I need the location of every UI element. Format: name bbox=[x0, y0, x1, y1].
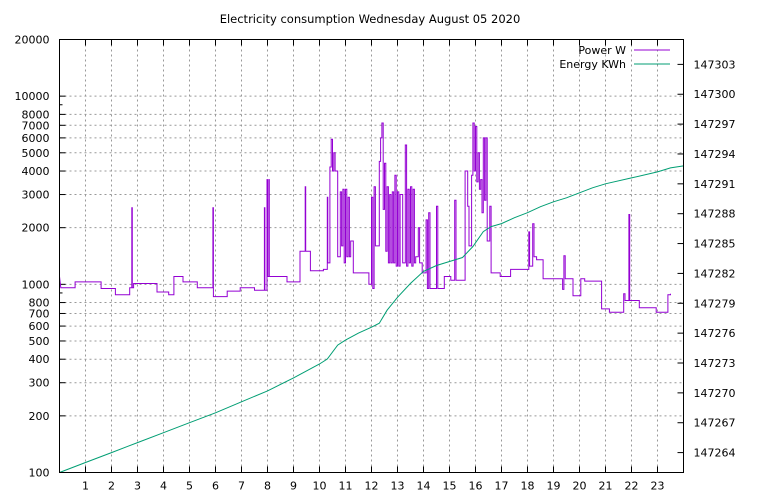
y-left-tick-label: 700 bbox=[29, 307, 50, 320]
x-tick-label: 8 bbox=[264, 480, 271, 493]
y-left-tick-label: 5000 bbox=[22, 147, 50, 160]
power-w-line bbox=[59, 122, 671, 313]
x-tick-label: 12 bbox=[365, 480, 379, 493]
y-left-tick-label: 300 bbox=[29, 377, 50, 390]
y-right-tick-label: 147300 bbox=[694, 88, 736, 101]
y-right-tick-label: 147279 bbox=[694, 297, 736, 310]
x-tick-label: 10 bbox=[313, 480, 327, 493]
y-right-tick-label: 147297 bbox=[694, 118, 736, 131]
y-right-tick-label: 147276 bbox=[694, 327, 736, 340]
y-right-tick-label: 147264 bbox=[694, 447, 736, 460]
y-right-tick-label: 147291 bbox=[694, 178, 736, 191]
y-left-tick-label: 6000 bbox=[22, 132, 50, 145]
x-tick-label: 9 bbox=[290, 480, 297, 493]
energy-kwh-line bbox=[59, 165, 684, 473]
x-tick-label: 15 bbox=[443, 480, 457, 493]
y-left-tick-label: 600 bbox=[29, 320, 50, 333]
axis-ticks: 1 2 3 4 5 6 7 8 9 10 11 12 13 14 15 16 17 18 19 20 21 22 23100… bbox=[15, 34, 736, 493]
legend-label: Energy KWh bbox=[559, 58, 626, 71]
y-left-tick-label: 8000 bbox=[22, 108, 50, 121]
x-tick-label: 17 bbox=[495, 480, 509, 493]
x-tick-label: 21 bbox=[599, 480, 613, 493]
x-tick-label: 18 bbox=[521, 480, 535, 493]
legend-label: Power W bbox=[578, 44, 626, 57]
y-right-tick-label: 147294 bbox=[694, 148, 736, 161]
y-left-tick-label: 7000 bbox=[22, 119, 50, 132]
grid bbox=[59, 39, 684, 473]
y-left-tick-label: 3000 bbox=[22, 189, 50, 202]
x-tick-label: 4 bbox=[160, 480, 167, 493]
y-right-tick-label: 147282 bbox=[694, 267, 736, 280]
y-left-tick-label: 2000 bbox=[22, 222, 50, 235]
x-tick-label: 3 bbox=[134, 480, 141, 493]
y-right-tick-label: 147285 bbox=[694, 238, 736, 251]
x-tick-label: 7 bbox=[238, 480, 245, 493]
y-left-tick-label: 800 bbox=[29, 297, 50, 310]
x-tick-label: 16 bbox=[469, 480, 483, 493]
x-tick-label: 6 bbox=[212, 480, 219, 493]
series-group bbox=[59, 122, 684, 473]
chart-title: Electricity consumption Wednesday August… bbox=[220, 12, 521, 26]
y-right-tick-label: 147303 bbox=[694, 58, 736, 71]
x-tick-label: 11 bbox=[339, 480, 353, 493]
y-left-tick-label: 100 bbox=[29, 467, 50, 480]
plot-frame bbox=[59, 39, 684, 473]
x-tick-label: 1 bbox=[82, 480, 89, 493]
y-left-tick-label: 4000 bbox=[22, 165, 50, 178]
y-right-tick-label: 147267 bbox=[694, 417, 736, 430]
x-tick-label: 19 bbox=[547, 480, 561, 493]
x-tick-label: 14 bbox=[417, 480, 431, 493]
x-tick-label: 20 bbox=[573, 480, 587, 493]
y-right-tick-label: 147273 bbox=[694, 357, 736, 370]
x-tick-label: 2 bbox=[108, 480, 115, 493]
y-left-tick-label: 10000 bbox=[15, 90, 50, 103]
x-tick-label: 13 bbox=[391, 480, 405, 493]
y-right-tick-label: 147270 bbox=[694, 387, 736, 400]
x-tick-label: 23 bbox=[651, 480, 665, 493]
y-left-tick-label: 20000 bbox=[15, 34, 50, 47]
y-left-tick-label: 400 bbox=[29, 353, 50, 366]
x-tick-label: 5 bbox=[186, 480, 193, 493]
x-tick-label: 22 bbox=[625, 480, 639, 493]
y-left-tick-label: 500 bbox=[29, 335, 50, 348]
y-left-tick-label: 1000 bbox=[22, 278, 50, 291]
y-right-tick-label: 147288 bbox=[694, 208, 736, 221]
y-left-tick-label: 200 bbox=[29, 410, 50, 423]
